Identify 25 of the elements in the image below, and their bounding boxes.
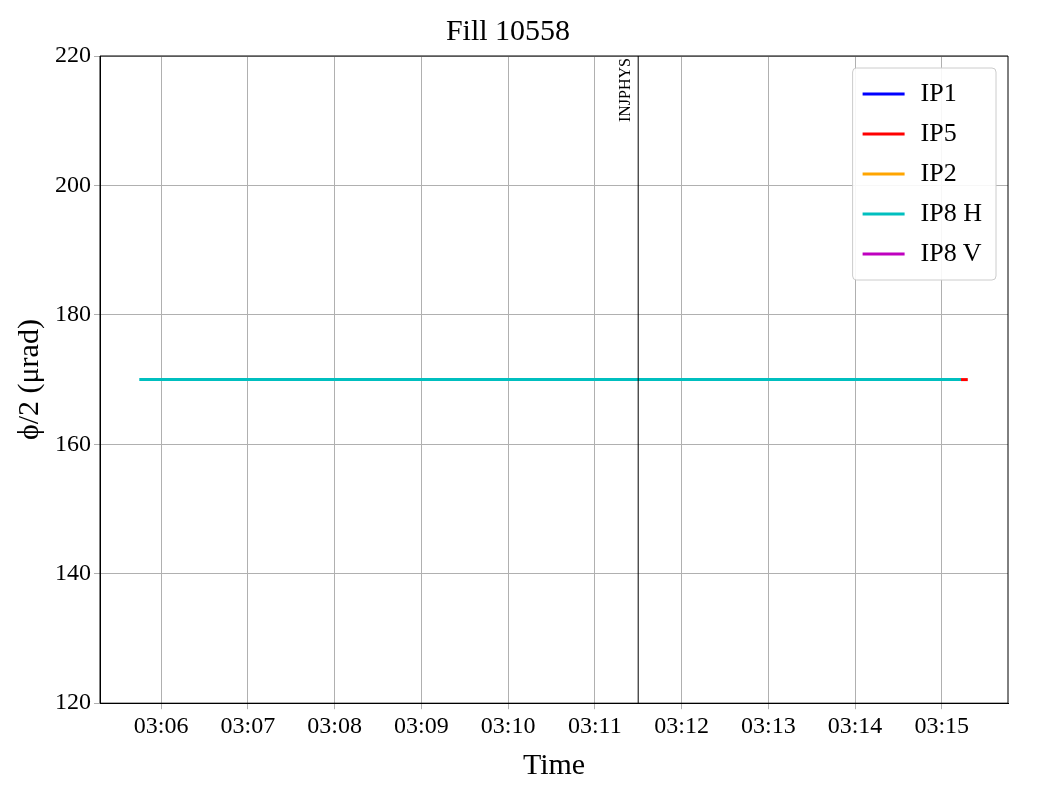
- y-tick-label: 200: [55, 170, 91, 197]
- chart-title: Fill 10558: [445, 12, 571, 46]
- x-tick-label: 03:06: [133, 711, 189, 738]
- legend-label: IP5: [920, 117, 957, 147]
- legend-label: IP8 H: [920, 197, 983, 227]
- x-tick-label: 03:11: [567, 711, 622, 738]
- x-tick-label: 03:14: [827, 711, 883, 738]
- legend-label: IP2: [920, 157, 957, 187]
- legend-label: IP8 V: [920, 237, 982, 267]
- x-tick-label: 03:07: [220, 711, 276, 738]
- legend-label: IP1: [920, 77, 957, 107]
- x-tick-label: 03:13: [740, 711, 796, 738]
- ref-line-label: INJPHYS: [616, 58, 634, 123]
- x-tick-label: 03:15: [914, 711, 970, 738]
- x-axis-title: Time: [522, 746, 586, 780]
- y-tick-label: 140: [55, 559, 91, 586]
- y-tick-label: 160: [55, 429, 91, 456]
- y-tick-label: 220: [55, 41, 91, 68]
- y-tick-label: 120: [55, 688, 91, 715]
- x-tick-label: 03:09: [394, 711, 449, 738]
- x-tick-label: 03:12: [654, 711, 709, 738]
- y-axis-title: ϕ/2 (μrad): [10, 319, 45, 441]
- x-tick-label: 03:08: [307, 711, 362, 738]
- y-tick-label: 180: [55, 300, 91, 327]
- x-tick-label: 03:10: [480, 711, 536, 738]
